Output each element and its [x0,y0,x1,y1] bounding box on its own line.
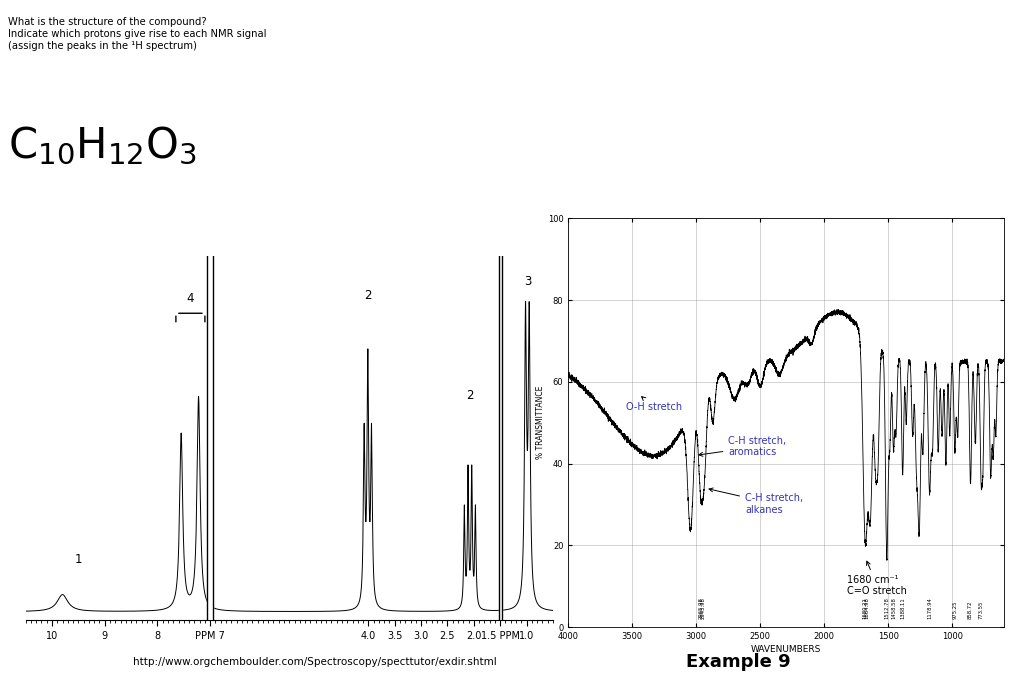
Text: C$_{10}$H$_{12}$O$_3$: C$_{10}$H$_{12}$O$_3$ [8,125,198,167]
Text: 1178.94: 1178.94 [927,597,932,619]
Y-axis label: % TRANSMITTANCE: % TRANSMITTANCE [536,386,545,459]
Text: 4: 4 [186,292,195,305]
Text: 1388.11: 1388.11 [900,597,905,619]
Text: 975.25: 975.25 [953,601,958,619]
Text: 858.72: 858.72 [968,601,973,619]
Text: 773.55: 773.55 [979,601,984,619]
Text: 3: 3 [524,275,531,288]
Text: 1512.78: 1512.78 [885,597,889,619]
Text: 2965.98: 2965.98 [698,597,703,619]
Text: 1680.21: 1680.21 [863,597,867,619]
Text: What is the structure of the compound?
Indicate which protons give rise to each : What is the structure of the compound? I… [8,17,266,51]
Bar [207,256,213,620]
Text: 2: 2 [365,289,372,302]
Text: C-H stretch,
aromatics: C-H stretch, aromatics [698,436,786,457]
Text: Example 9: Example 9 [686,653,791,671]
Text: http://www.orgchemboulder.com/Spectroscopy/specttutor/exdir.shtml: http://www.orgchemboulder.com/Spectrosco… [133,657,497,667]
Text: 1680 cm⁻¹
C=O stretch: 1680 cm⁻¹ C=O stretch [848,561,907,597]
Text: 1: 1 [75,554,82,566]
Text: 1664.98: 1664.98 [865,597,869,619]
Text: 2: 2 [466,389,474,401]
Bar [499,256,502,620]
X-axis label: WAVENUMBERS: WAVENUMBERS [751,645,821,654]
Text: O-H stretch: O-H stretch [626,396,682,412]
Text: 2945.98: 2945.98 [700,597,706,619]
Text: C-H stretch,
alkanes: C-H stretch, alkanes [709,488,803,515]
Text: 1458.58: 1458.58 [891,597,896,619]
